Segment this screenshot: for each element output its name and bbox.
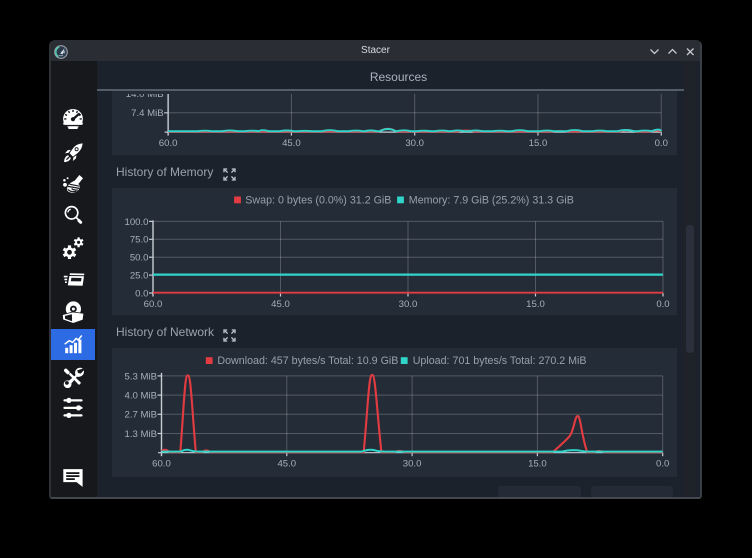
svg-text:14.0 MiB: 14.0 MiB [126, 94, 164, 100]
svg-text:25.0: 25.0 [130, 270, 149, 281]
svg-text:30.0: 30.0 [403, 459, 422, 470]
svg-text:0.0: 0.0 [135, 288, 148, 299]
svg-text:15.0: 15.0 [526, 299, 545, 310]
svg-text:45.0: 45.0 [271, 299, 290, 310]
svg-text:1.3 MiB: 1.3 MiB [125, 429, 157, 440]
svg-text:75.0: 75.0 [130, 235, 149, 246]
svg-text:5.3 MiB: 5.3 MiB [125, 371, 157, 382]
svg-text:60.0: 60.0 [159, 138, 178, 149]
svg-text:45.0: 45.0 [282, 138, 301, 149]
svg-text:2.7 MiB: 2.7 MiB [125, 410, 157, 421]
svg-text:Memory: 7.9 GiB (25.2%) 31.3 G: Memory: 7.9 GiB (25.2%) 31.3 GiB [409, 194, 574, 206]
svg-text:7.4 MiB: 7.4 MiB [131, 108, 163, 119]
svg-text:0.0: 0.0 [655, 138, 668, 149]
svg-text:60.0: 60.0 [152, 459, 171, 470]
svg-text:0.0: 0.0 [657, 299, 670, 310]
svg-text:30.0: 30.0 [406, 138, 425, 149]
svg-text:15.0: 15.0 [528, 459, 547, 470]
svg-text:Download: 457 bytes/s Total: 1: Download: 457 bytes/s Total: 10.9 GiB [218, 355, 399, 367]
svg-text:Upload: 701 bytes/s Total: 270: Upload: 701 bytes/s Total: 270.2 MiB [413, 355, 587, 367]
svg-text:45.0: 45.0 [278, 459, 297, 470]
svg-text:0.0: 0.0 [656, 459, 669, 470]
svg-text:60.0: 60.0 [144, 299, 163, 310]
svg-text:15.0: 15.0 [529, 138, 548, 149]
svg-text:Swap: 0 bytes (0.0%) 31.2 GiB: Swap: 0 bytes (0.0%) 31.2 GiB [245, 194, 391, 206]
svg-text:30.0: 30.0 [399, 299, 418, 310]
svg-text:4.0 MiB: 4.0 MiB [125, 391, 157, 402]
svg-text:100.0: 100.0 [125, 217, 149, 228]
svg-text:50.0: 50.0 [130, 253, 149, 264]
